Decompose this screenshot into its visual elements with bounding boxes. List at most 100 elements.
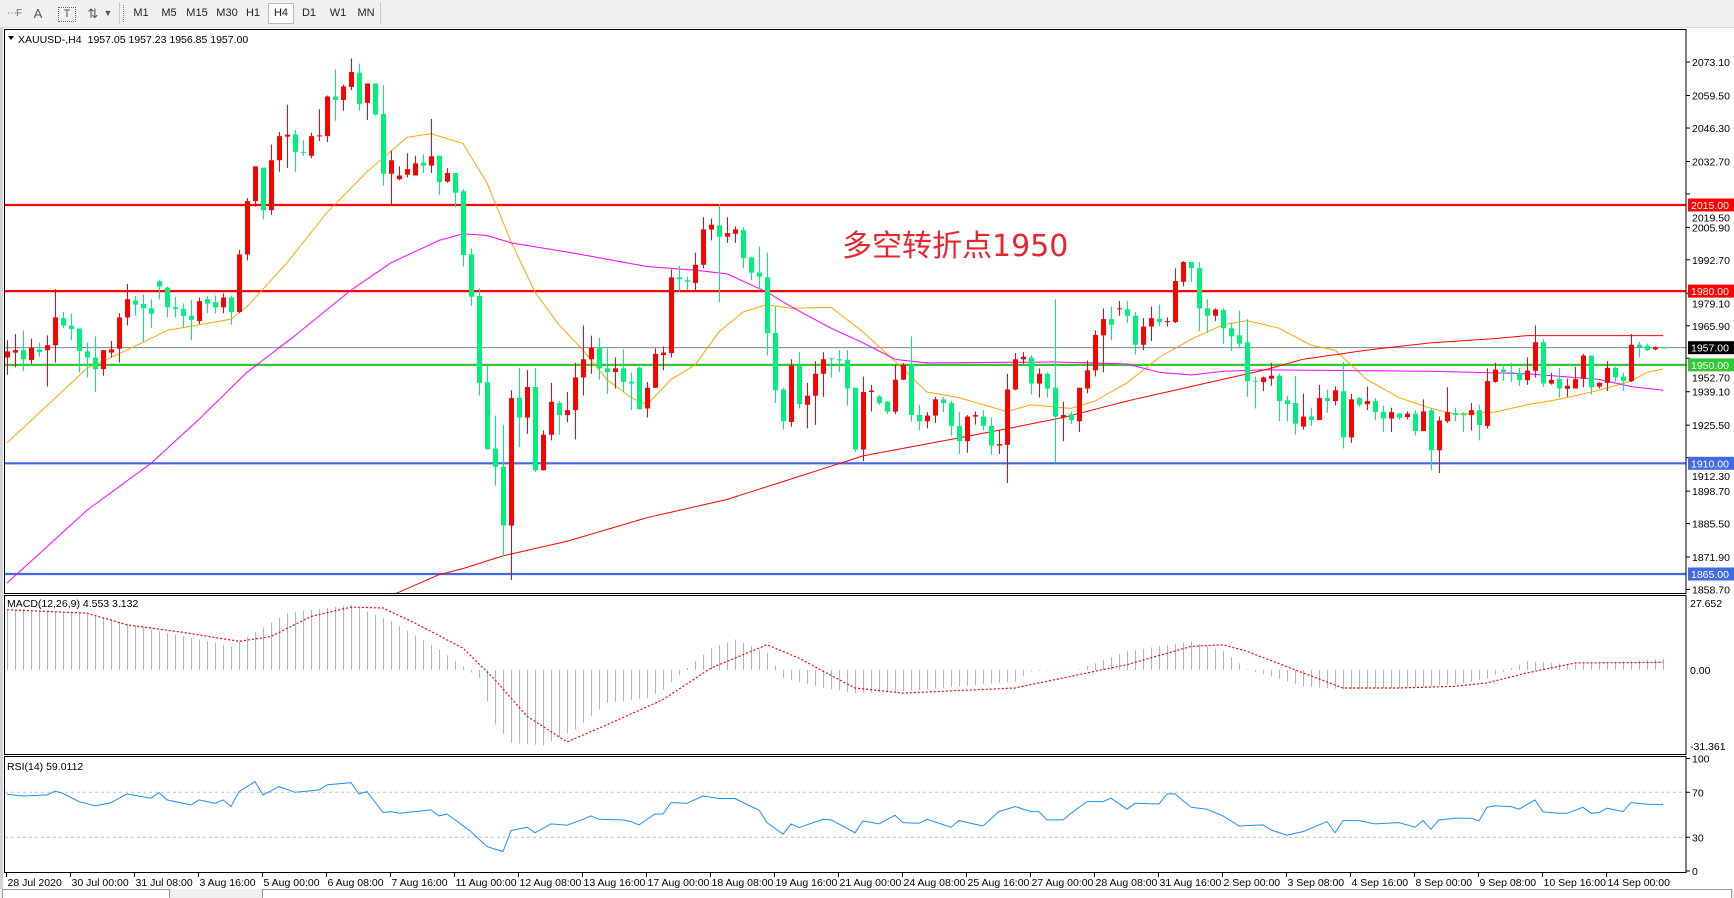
candle-body (517, 398, 522, 418)
price-axis-label: 2046.30 (1692, 123, 1730, 135)
candle-body (669, 277, 674, 353)
candle-body (1429, 410, 1434, 450)
candle (1541, 339, 1546, 387)
candle-body (1517, 373, 1522, 380)
candle (309, 133, 314, 159)
time-axis-label: 9 Sep 08:00 (1480, 877, 1537, 889)
candle-body (661, 353, 666, 355)
time-axis-label: 3 Aug 16:00 (200, 877, 256, 889)
candle-body (693, 265, 698, 283)
candle-body (109, 349, 114, 352)
candle-body (1525, 371, 1530, 381)
candle-body (341, 86, 346, 100)
candle-body (181, 309, 186, 316)
annotation-text[interactable]: 多空转折点1950 (842, 229, 1068, 264)
candle-body (405, 169, 410, 175)
time-axis-label: 3 Sep 08:00 (1288, 877, 1345, 889)
window-edge (0, 28, 3, 889)
candle-body (69, 326, 74, 329)
candle-body (1325, 398, 1330, 401)
candle-body (1501, 370, 1506, 372)
time-axis-label: 31 Aug 16:00 (1160, 877, 1222, 889)
candle-body (501, 467, 506, 526)
candle-body (1181, 262, 1186, 282)
price-axis-label: 1925.50 (1692, 420, 1730, 432)
candle-body (381, 114, 386, 174)
candle-body (1653, 347, 1658, 349)
candle-body (5, 351, 10, 357)
candle-body (293, 134, 298, 151)
time-axis-label: 28 Jul 2020 (8, 877, 62, 889)
candle-body (1005, 390, 1010, 445)
candle-body (765, 277, 770, 333)
candle-body (997, 444, 1002, 445)
candle-body (1141, 327, 1146, 345)
candle-body (1157, 319, 1162, 322)
time-axis-label: 13 Aug 16:00 (584, 877, 646, 889)
candle-body (589, 348, 594, 360)
price-axis-label: 1992.70 (1692, 255, 1730, 267)
macd-label: MACD(12,26,9) 4.553 3.132 (7, 598, 138, 610)
price-axis-label: 2073.10 (1692, 57, 1730, 69)
candle-body (389, 160, 394, 174)
candle-body (1445, 412, 1450, 421)
candle-body (1453, 413, 1458, 415)
time-axis-label: 12 Aug 08:00 (520, 877, 582, 889)
candle-body (1021, 357, 1026, 359)
candle (1093, 330, 1098, 376)
price-axis-label: 2005.90 (1692, 222, 1730, 234)
candle-body (117, 317, 122, 348)
candle-body (413, 163, 418, 175)
candle-body (853, 388, 858, 450)
candle-body (285, 135, 290, 137)
price-axis-label: 1952.70 (1692, 372, 1730, 384)
time-axis-label: 28 Aug 08:00 (1096, 877, 1158, 889)
candle (669, 269, 674, 357)
candle-body (901, 365, 906, 380)
candle-body (1237, 335, 1242, 343)
candle-body (245, 201, 250, 254)
time-axis-label: 31 Jul 08:00 (136, 877, 193, 889)
candle-body (653, 354, 658, 388)
candle-body (541, 435, 546, 470)
candle-body (645, 388, 650, 409)
candle-body (773, 333, 778, 390)
candle-body (213, 302, 218, 307)
candle (653, 348, 658, 387)
price-axis-label: 1965.90 (1692, 321, 1730, 333)
time-axis-label: 17 Aug 00:00 (648, 877, 710, 889)
level-price-tag-text: 1865.00 (1691, 569, 1729, 581)
candle-body (1221, 310, 1226, 328)
candle-body (877, 396, 882, 403)
candle-body (677, 277, 682, 279)
candle-body (1373, 401, 1378, 412)
candle (245, 198, 250, 260)
time-axis-label: 5 Aug 00:00 (264, 877, 320, 889)
candle-body (1509, 372, 1514, 373)
candle-body (1077, 388, 1082, 421)
candle-body (493, 449, 498, 467)
candle-body (445, 173, 450, 182)
candle-body (85, 351, 90, 357)
candle-body (1253, 381, 1258, 382)
candle-body (789, 365, 794, 422)
candle-body (1629, 345, 1634, 381)
candle-body (717, 225, 722, 236)
candle-body (1117, 308, 1122, 309)
candle-body (741, 230, 746, 258)
time-axis-label: 8 Sep 00:00 (1416, 877, 1473, 889)
candle-body (133, 300, 138, 304)
time-axis-label: 14 Sep 00:00 (1608, 877, 1671, 889)
candle-body (317, 135, 322, 136)
candle-body (1109, 319, 1114, 325)
candle-body (701, 229, 706, 264)
candle-body (1605, 368, 1610, 383)
candle-body (165, 288, 170, 308)
candle-body (581, 359, 586, 377)
candle-body (173, 307, 178, 309)
candle-body (1437, 420, 1442, 450)
candle-body (613, 368, 618, 372)
candle-body (1357, 398, 1362, 405)
candle-body (429, 156, 434, 165)
